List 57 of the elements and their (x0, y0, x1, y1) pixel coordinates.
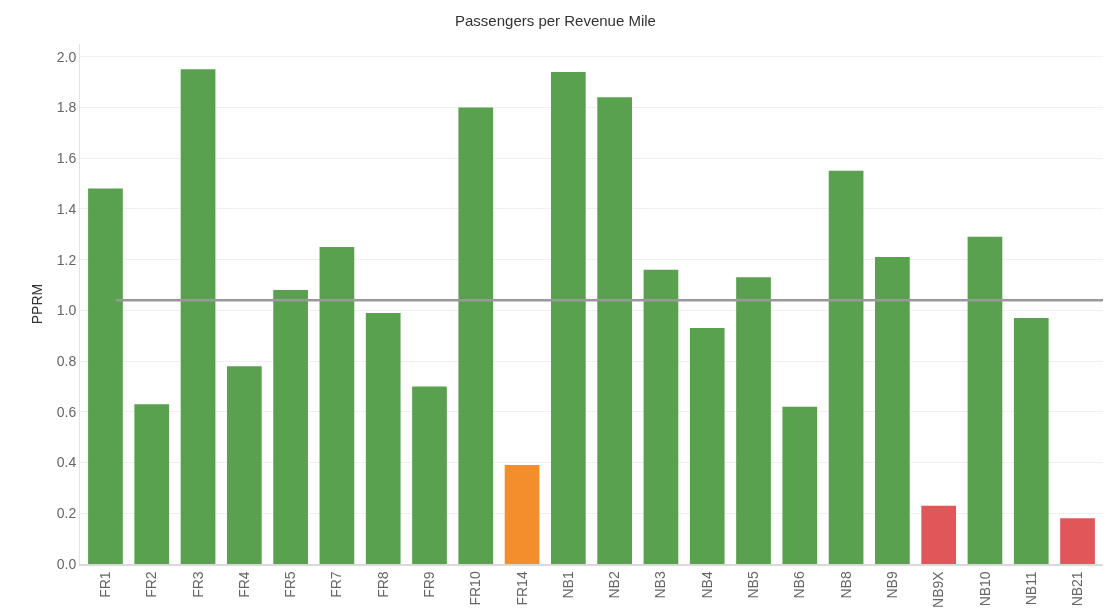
bar (551, 71, 586, 564)
bar (921, 505, 957, 564)
y-tick-label: 0.8 (56, 352, 77, 369)
bar (504, 465, 540, 564)
x-tick-label: FR1 (97, 571, 114, 598)
bar (643, 269, 679, 564)
x-tick-label: FR7 (328, 571, 345, 598)
y-tick-label: 1.4 (56, 200, 77, 217)
x-tick-label: NB10 (976, 571, 993, 607)
bar (365, 312, 401, 564)
x-tick-label: FR8 (374, 571, 391, 598)
bar (875, 257, 910, 564)
y-tick-label: 1.0 (56, 302, 77, 319)
y-axis-title: PPRM (29, 283, 45, 325)
y-tick-label: 0.0 (56, 555, 77, 572)
x-tick-label: FR3 (189, 571, 206, 598)
x-tick-label: NB21 (1069, 571, 1086, 607)
y-tick-label: 0.4 (56, 454, 77, 471)
bar (782, 406, 818, 564)
x-tick-label: FR10 (467, 571, 484, 606)
x-tick-label: NB8 (837, 571, 854, 599)
x-tick-label: FR2 (143, 571, 160, 598)
bar (273, 290, 308, 564)
bar (597, 97, 632, 564)
y-tick-label: 1.2 (56, 251, 77, 268)
x-tick-label: NB5 (745, 571, 762, 599)
bar (412, 386, 447, 564)
x-tick-label: FR14 (513, 571, 530, 606)
x-tick-label: NB3 (652, 571, 669, 599)
y-tick-label: 2.0 (56, 48, 77, 65)
bar (736, 277, 771, 564)
bar (828, 170, 864, 564)
y-tick-label: 0.6 (56, 403, 77, 420)
x-tick-label: NB1 (559, 571, 576, 599)
bar (180, 69, 216, 564)
x-tick-label: FR9 (421, 571, 438, 598)
bar (226, 366, 262, 564)
x-tick-label: FR4 (235, 571, 252, 598)
bar (967, 236, 1003, 564)
x-tick-label: NB11 (1022, 571, 1039, 606)
bar (319, 246, 355, 564)
x-tick-label: NB9X (930, 570, 947, 608)
x-tick-label: NB9 (883, 571, 900, 599)
y-tick-label: 0.2 (56, 505, 77, 522)
bar (88, 188, 123, 564)
x-tick-label: FR5 (282, 571, 299, 598)
x-tick-label: NB6 (791, 571, 808, 599)
y-tick-label: 1.8 (56, 99, 77, 116)
bar (458, 107, 494, 564)
bar (1060, 518, 1095, 564)
chart-title: Passengers per Revenue Mile (455, 11, 656, 29)
bar (1013, 317, 1049, 564)
x-tick-label: NB4 (698, 571, 715, 599)
bar (134, 404, 170, 564)
x-tick-label: NB2 (606, 571, 623, 599)
bar (689, 328, 725, 564)
y-tick-label: 1.6 (56, 150, 77, 167)
